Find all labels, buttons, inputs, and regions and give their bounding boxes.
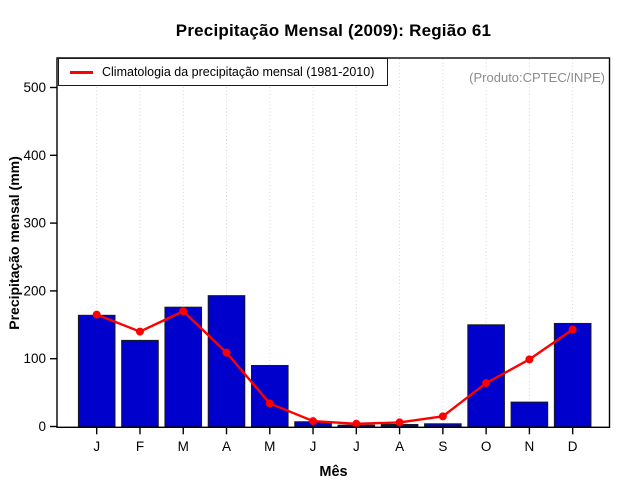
bar-month-9 xyxy=(424,423,462,428)
x-tick-label-month-2: F xyxy=(136,439,144,454)
climatology-point-month-6 xyxy=(309,417,318,426)
bar-month-3 xyxy=(164,306,203,428)
y-tick-label: 200 xyxy=(23,283,46,298)
legend-label: Climatologia da precipitação mensal (198… xyxy=(102,65,375,79)
x-tick-label-month-10: O xyxy=(481,439,492,454)
x-axis-label: Mês xyxy=(319,464,348,480)
climatology-point-month-8 xyxy=(395,418,404,427)
climatology-point-month-4 xyxy=(222,348,231,357)
climatology-point-month-9 xyxy=(438,412,447,421)
bar-month-11 xyxy=(510,401,549,428)
x-tick-label-month-4: A xyxy=(222,439,231,454)
climatology-point-month-11 xyxy=(525,355,534,364)
climatology-point-month-12 xyxy=(568,325,577,334)
y-tick-label: 300 xyxy=(23,216,46,231)
x-tick-label-month-8: A xyxy=(395,439,404,454)
y-tick-label: 500 xyxy=(23,80,46,95)
x-tick-label-month-12: D xyxy=(568,439,578,454)
bar-month-1 xyxy=(77,314,116,428)
y-tick-label: 100 xyxy=(23,351,46,366)
bar-month-2 xyxy=(121,339,159,428)
climatology-point-month-7 xyxy=(352,419,361,428)
climatology-point-month-1 xyxy=(92,310,101,319)
chart-title: Precipitação Mensal (2009): Região 61 xyxy=(175,21,492,40)
legend-box: Climatologia da precipitação mensal (198… xyxy=(58,58,389,86)
y-tick-label: 0 xyxy=(38,419,46,434)
bar-month-5 xyxy=(250,364,289,428)
bar-month-4 xyxy=(207,295,246,428)
climatology-point-month-5 xyxy=(265,399,274,408)
x-tick-label-month-9: S xyxy=(438,439,447,454)
bar-month-12 xyxy=(553,322,592,428)
climatology-point-month-3 xyxy=(179,307,188,316)
x-tick-label-month-5: M xyxy=(264,439,275,454)
climatology-point-month-2 xyxy=(135,327,144,336)
x-tick-label-month-7: J xyxy=(353,439,360,454)
x-tick-label-month-1: J xyxy=(93,439,100,454)
x-tick-label-month-6: J xyxy=(310,439,317,454)
credit-label: (Produto:CPTEC/INPE) xyxy=(469,70,605,85)
x-tick-label-month-3: M xyxy=(178,439,189,454)
climatology-point-month-10 xyxy=(482,379,491,388)
legend-line-swatch xyxy=(70,70,93,74)
x-tick-label-month-11: N xyxy=(525,439,535,454)
y-tick-label: 400 xyxy=(23,148,46,163)
climatology-line xyxy=(95,310,574,425)
